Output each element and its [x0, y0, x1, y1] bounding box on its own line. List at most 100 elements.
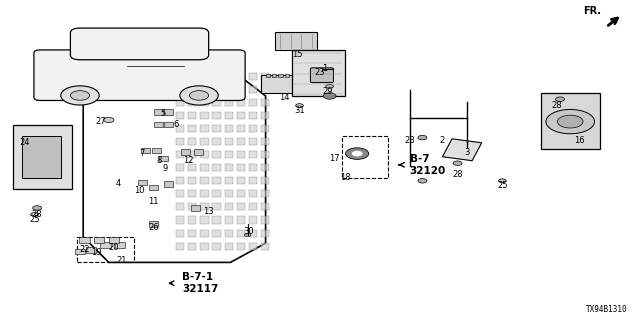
Text: FR.: FR. [584, 6, 602, 16]
Bar [154, 122, 163, 127]
Bar [176, 229, 184, 236]
Bar [200, 204, 209, 211]
Bar [188, 73, 196, 80]
Bar [188, 243, 196, 250]
Bar [79, 237, 90, 243]
Bar [237, 86, 245, 93]
Bar [237, 99, 245, 106]
Bar [237, 73, 245, 80]
Text: 28: 28 [552, 101, 562, 110]
Bar [249, 177, 257, 184]
Text: 5: 5 [161, 109, 166, 118]
Text: 25: 25 [497, 181, 508, 190]
Text: 30: 30 [243, 228, 253, 236]
Circle shape [453, 161, 462, 165]
Bar [200, 243, 209, 250]
Bar [249, 229, 257, 236]
FancyBboxPatch shape [70, 28, 209, 60]
Bar [249, 99, 257, 106]
Text: 2: 2 [439, 136, 444, 145]
Bar [200, 190, 209, 197]
Bar [237, 112, 245, 119]
Text: 23: 23 [315, 68, 325, 76]
Bar [176, 204, 184, 211]
Bar [249, 138, 257, 145]
Bar [188, 229, 196, 236]
Bar [225, 112, 233, 119]
Circle shape [61, 86, 99, 105]
Bar [13, 125, 72, 189]
Circle shape [418, 179, 427, 183]
Bar [261, 73, 269, 80]
Bar [212, 190, 221, 197]
Bar [266, 74, 270, 77]
Bar [188, 125, 196, 132]
Bar [176, 164, 184, 171]
Text: 1: 1 [323, 64, 328, 73]
Text: 7: 7 [140, 149, 145, 158]
Bar [225, 229, 233, 236]
Text: 8: 8 [156, 156, 161, 164]
Bar [225, 99, 233, 106]
Bar [225, 190, 233, 197]
Bar [342, 136, 388, 178]
Bar [225, 151, 233, 158]
Text: 22: 22 [79, 245, 90, 254]
Bar [261, 112, 269, 119]
Circle shape [556, 97, 564, 101]
Bar [164, 181, 173, 187]
Bar [212, 99, 221, 106]
Bar [188, 190, 196, 197]
Text: 28: 28 [32, 210, 42, 219]
Bar [275, 32, 317, 50]
Bar [188, 204, 196, 211]
Bar [200, 86, 209, 93]
Bar [261, 190, 269, 197]
Text: 3: 3 [465, 148, 470, 156]
Text: 19: 19 [91, 248, 101, 257]
Bar [249, 216, 257, 223]
Bar [200, 216, 209, 223]
Bar [212, 229, 221, 236]
Text: 13: 13 [203, 207, 213, 216]
Bar [212, 204, 221, 211]
Bar [249, 243, 257, 250]
Bar [200, 229, 209, 236]
Bar [212, 125, 221, 132]
Bar [225, 125, 233, 132]
Text: 20: 20 [109, 244, 119, 252]
Text: 16: 16 [574, 136, 584, 145]
Bar [225, 138, 233, 145]
Text: 12: 12 [184, 156, 194, 164]
Circle shape [244, 234, 251, 237]
Bar [176, 243, 184, 250]
Bar [261, 99, 269, 106]
Bar [261, 229, 269, 236]
Bar [176, 125, 184, 132]
Bar [212, 177, 221, 184]
Bar [188, 138, 196, 145]
Bar [188, 151, 196, 158]
Bar [188, 86, 196, 93]
Circle shape [323, 93, 336, 99]
Bar [237, 190, 245, 197]
Bar [249, 112, 257, 119]
Bar [159, 156, 168, 161]
Text: 24: 24 [19, 138, 29, 147]
Bar [237, 216, 245, 223]
Text: 10: 10 [134, 186, 145, 195]
Bar [249, 73, 257, 80]
Bar [237, 204, 245, 211]
Text: 15: 15 [292, 50, 303, 59]
Bar [176, 138, 184, 145]
Text: 11: 11 [148, 197, 159, 206]
Bar [200, 99, 209, 106]
Bar [188, 99, 196, 106]
Circle shape [296, 104, 303, 108]
Bar [442, 139, 482, 161]
Circle shape [499, 179, 506, 183]
Circle shape [31, 212, 38, 216]
Bar [261, 243, 269, 250]
Bar [212, 86, 221, 93]
Bar [225, 86, 233, 93]
